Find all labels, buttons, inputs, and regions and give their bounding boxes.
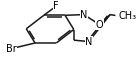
Text: N: N xyxy=(80,10,88,20)
Text: CH₃: CH₃ xyxy=(119,11,137,21)
Text: N: N xyxy=(85,37,93,47)
Text: F: F xyxy=(53,1,59,11)
Text: Br: Br xyxy=(6,44,17,54)
Text: O: O xyxy=(96,20,103,30)
